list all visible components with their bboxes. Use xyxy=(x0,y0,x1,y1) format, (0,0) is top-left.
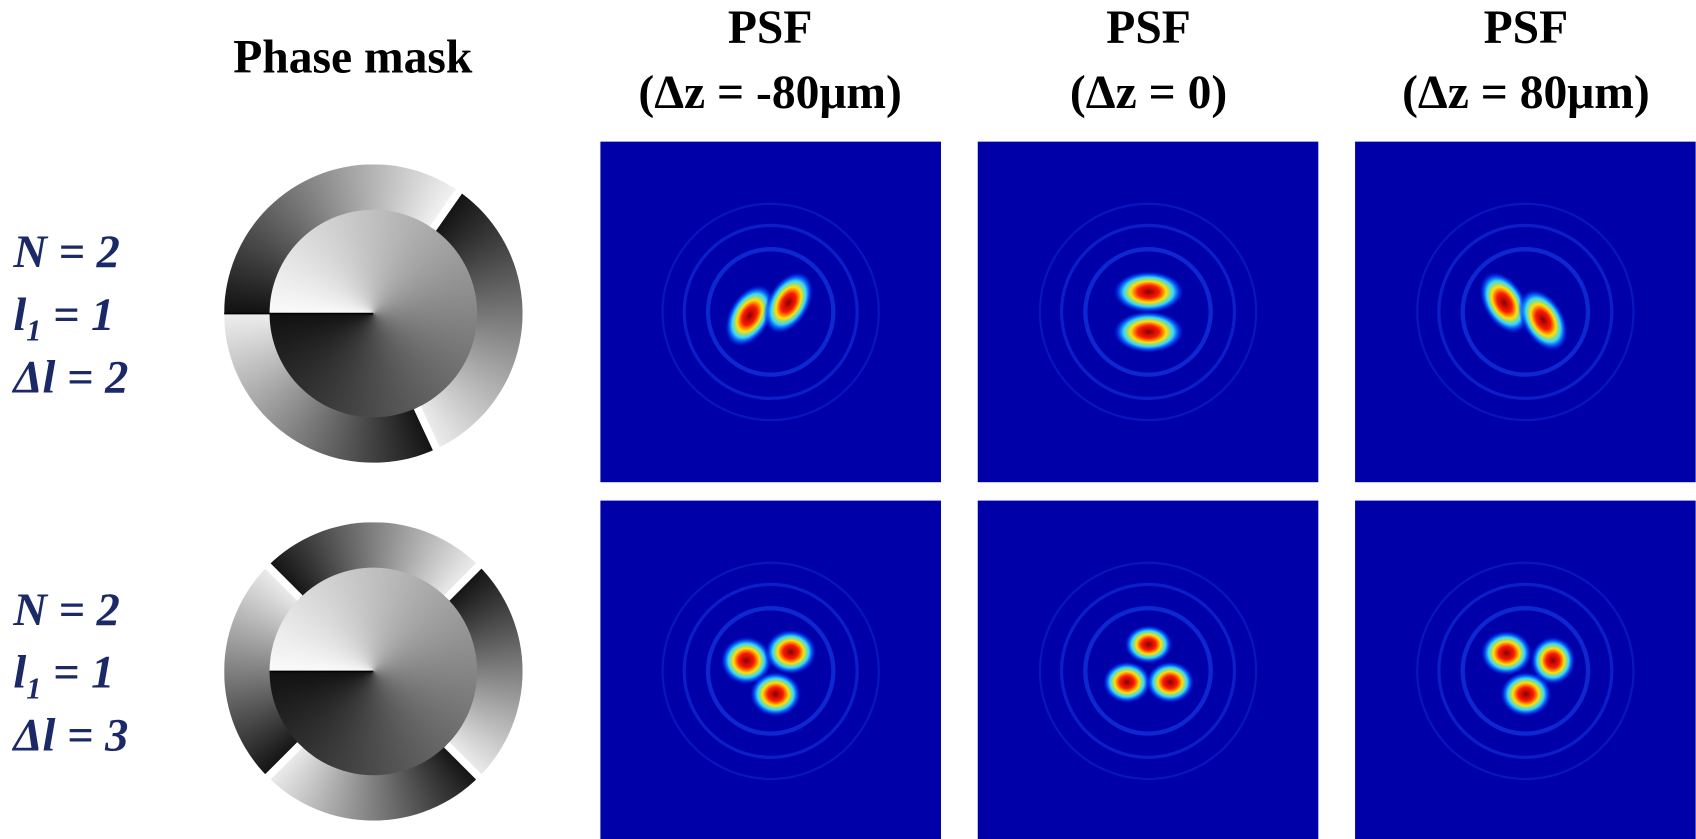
psf-lobe xyxy=(1113,271,1184,313)
psf-images xyxy=(600,142,1695,839)
psf-lobe xyxy=(1103,661,1152,703)
header-title: Phase mask xyxy=(233,31,473,83)
header-title: PSF xyxy=(1106,2,1191,54)
label-text: Δl = 2 xyxy=(11,352,128,403)
psf-image xyxy=(600,501,941,839)
psf-lobe xyxy=(1500,671,1552,716)
header-subtitle: (Δz = -80μm) xyxy=(638,67,901,119)
psf-image xyxy=(1355,501,1696,839)
psf-lobe xyxy=(750,671,802,716)
row-label: N = 2 xyxy=(12,585,120,636)
header-subtitle: (Δz = 80μm) xyxy=(1402,67,1650,119)
psf-lobe xyxy=(1480,630,1532,675)
row-label: l1 = 1 xyxy=(13,648,114,706)
row-label: Δl = 3 xyxy=(11,710,128,761)
label-tail: = 1 xyxy=(41,290,114,341)
header-title: PSF xyxy=(1484,2,1569,54)
psf-image xyxy=(978,501,1319,839)
label-subscript: 1 xyxy=(26,314,41,348)
row-label: l1 = 1 xyxy=(13,290,114,348)
header-subtitle: (Δz = 0) xyxy=(1070,67,1227,119)
psf-lobe xyxy=(1113,311,1184,353)
psf-background xyxy=(978,501,1319,839)
psf-lobe xyxy=(1124,625,1173,664)
psf-lobe xyxy=(1146,661,1195,703)
column-headers: Phase mask PSF (Δz = -80μm) PSF (Δz = 0)… xyxy=(233,2,1649,119)
label-text: Δl = 3 xyxy=(11,710,128,761)
psf-image xyxy=(600,142,941,483)
row-label: Δl = 2 xyxy=(11,352,128,403)
psf-image xyxy=(978,142,1319,483)
phase-masks xyxy=(224,164,522,820)
row-label: N = 2 xyxy=(12,227,120,278)
figure: Phase mask PSF (Δz = -80μm) PSF (Δz = 0)… xyxy=(0,0,1696,839)
label-text: l xyxy=(13,290,26,341)
label-text: N = 2 xyxy=(12,227,120,278)
header-title: PSF xyxy=(728,2,813,54)
label-subscript: 1 xyxy=(26,671,41,705)
row-labels: N = 2l1 = 1Δl = 2N = 2l1 = 1Δl = 3 xyxy=(11,227,128,761)
label-text: l xyxy=(13,648,26,699)
psf-lobe xyxy=(765,629,817,674)
psf-background xyxy=(600,501,941,839)
psf-image xyxy=(1355,142,1696,483)
psf-background xyxy=(1355,501,1696,839)
label-tail: = 1 xyxy=(41,648,114,699)
label-text: N = 2 xyxy=(12,585,120,636)
